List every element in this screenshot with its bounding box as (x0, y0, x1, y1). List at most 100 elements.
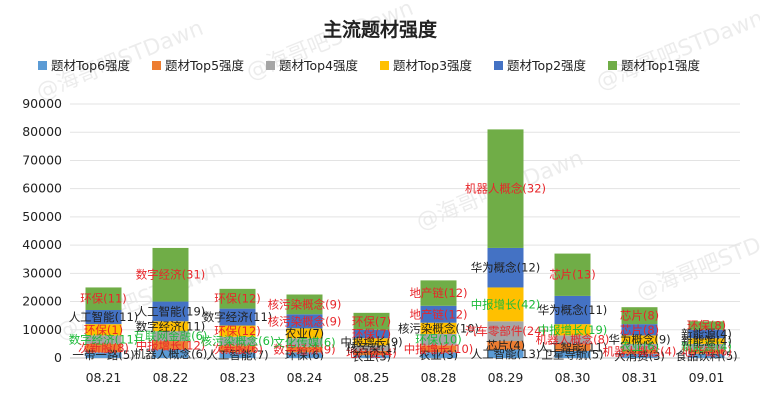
bar-segment (85, 310, 122, 325)
bar-segment (688, 349, 725, 354)
data-label: 地产链(6) (681, 345, 732, 359)
bar-segment (152, 341, 189, 350)
watermark-text: @海哥吧STDawn (593, 6, 760, 96)
data-label: 地产链(12) (409, 286, 467, 300)
y-tick-label: 0 (54, 350, 62, 365)
data-label: 环保(1) (84, 323, 123, 337)
data-label: 核污染(1) (346, 341, 397, 355)
data-label: 互联网金融(6) (134, 329, 208, 343)
bar-segment (554, 324, 591, 336)
data-label: 大消费(3) (614, 349, 665, 363)
bar-segment (688, 338, 725, 344)
data-label: 华为概念(11) (538, 303, 608, 317)
data-label: 次新股(6) (212, 342, 263, 356)
legend-label: 题材Top2强度 (507, 58, 587, 73)
bar-segment (152, 331, 189, 342)
x-tick-label: 08.25 (354, 370, 390, 385)
bar-segment (688, 343, 725, 350)
bar-segment (286, 352, 323, 358)
data-label: 芯片(8) (620, 323, 659, 337)
y-tick-label: 40000 (22, 237, 62, 252)
y-tick-label: 10000 (22, 322, 62, 337)
data-label: 环保(7) (352, 327, 391, 341)
bar-segment (554, 295, 591, 325)
data-label: 数字经济(9) (273, 343, 335, 357)
x-tick-label: 08.30 (555, 370, 591, 385)
x-tick-label: 08.24 (287, 370, 323, 385)
bar-segment (487, 321, 524, 342)
bar-segment (420, 345, 457, 353)
bar-segment (85, 335, 122, 344)
legend-label: 题材Top3强度 (393, 58, 473, 73)
bar-segment (487, 287, 524, 322)
bar-segment (286, 346, 323, 353)
data-label: 文化传媒(6) (273, 335, 335, 349)
data-label: 人工智能(7) (206, 348, 268, 362)
data-label: 华为概念(9) (608, 333, 670, 347)
bar-segment (487, 247, 524, 288)
x-tick-label: 08.29 (488, 370, 524, 385)
bar-segment (420, 280, 457, 306)
data-label: 数字经济(11) (69, 333, 139, 347)
data-label: 食品饮料(5) (675, 349, 737, 363)
bar-segment (152, 247, 189, 302)
data-label: 中报增长(10) (404, 342, 474, 356)
data-label: 环保(12) (214, 324, 261, 338)
data-label: 芯片(13) (549, 268, 596, 282)
bar-segment (487, 349, 524, 358)
x-tick-label: 08.31 (622, 370, 658, 385)
watermark-layer: @海哥吧STDawn @海哥吧STDawn @海哥吧STDawn@海哥吧STDawn… (33, 0, 760, 346)
chart-title: 主流题材强度 (323, 18, 438, 41)
bar-segment (152, 301, 189, 322)
data-label: 机器人概念(8) (536, 333, 610, 347)
data-label: 中报增长(19) (538, 323, 608, 337)
data-label: 新能源(4) (681, 340, 732, 354)
x-tick-label: 08.22 (153, 370, 189, 385)
legend-label: 题材Top1强度 (621, 58, 701, 73)
bar-segment (219, 345, 256, 353)
data-label: 核污染概念(9) (268, 297, 342, 311)
legend-label: 题材Top5强度 (165, 58, 245, 73)
bar-segment (420, 305, 457, 323)
bar-segment (85, 352, 122, 358)
bar-segment (219, 288, 256, 309)
bar-segment (621, 307, 658, 325)
legend-swatch (494, 61, 503, 70)
bar-segment (219, 325, 256, 337)
data-label: 芯片(8) (620, 309, 659, 323)
data-label: 环保(10) (415, 333, 462, 347)
data-label: 机器人概念(32) (465, 182, 546, 196)
data-label: 汽车零部件(24) (465, 324, 546, 338)
bar-segment (487, 129, 524, 248)
bar-segment (152, 321, 189, 332)
bar-segment (353, 338, 390, 346)
data-label: 新能源(4) (681, 327, 732, 341)
bar-segment (286, 294, 323, 315)
bar-segment (554, 335, 591, 344)
data-label: 环保(7) (352, 314, 391, 328)
bars (85, 129, 725, 358)
data-label: 环保(6) (285, 348, 324, 362)
data-label: 机器人概念(4) (603, 345, 677, 359)
bar-segment (85, 343, 122, 353)
bar-segment (554, 253, 591, 296)
x-tick-label: 09.01 (689, 370, 725, 385)
legend-swatch (38, 61, 47, 70)
bar-segment (420, 352, 457, 358)
x-tick-label: 08.28 (421, 370, 457, 385)
y-tick-label: 60000 (22, 181, 62, 196)
data-label: 农业(7) (285, 326, 324, 340)
bar-segment (353, 345, 390, 351)
bar-segment (621, 343, 658, 350)
data-label: 核污染概念(6) (201, 334, 275, 348)
bar-segment (85, 324, 122, 336)
bar-segment (420, 322, 457, 335)
bar-segment (286, 338, 323, 347)
data-label: 环保(12) (214, 292, 261, 306)
data-label: 人工智能(11) (538, 340, 608, 354)
data-label: 数字经济(31) (136, 268, 206, 282)
bar-segment (85, 287, 122, 311)
data-label: 一带一路(5) (72, 348, 134, 362)
